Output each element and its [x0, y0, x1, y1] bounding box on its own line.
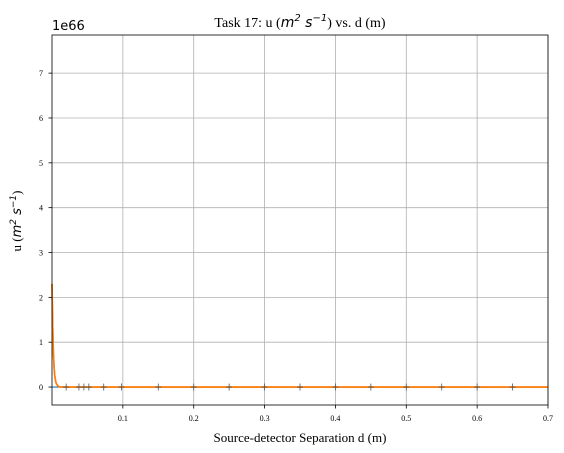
plus-marker: [367, 383, 374, 391]
x-axis-label: Source-detector Separation d (m): [214, 430, 387, 445]
x-tick-label: 0.1: [118, 414, 128, 423]
y-tick-label: 3: [39, 249, 43, 258]
plus-marker: [63, 383, 70, 391]
plot-series: [51, 283, 548, 388]
plus-marker: [261, 383, 268, 391]
plus-marker: [297, 383, 303, 391]
plus-marker: [438, 383, 445, 391]
x-tick-label: 0.7: [543, 414, 553, 423]
y-tick-label: 6: [39, 114, 43, 123]
y-tick-label: 7: [39, 69, 43, 78]
plus-marker: [118, 383, 125, 391]
offset-text: 1e66: [52, 19, 85, 34]
plot-frame: [51, 34, 549, 406]
y-tick-label: 5: [39, 159, 43, 168]
x-tick-label: 0.5: [401, 414, 411, 423]
y-tick-label: 1: [39, 338, 43, 347]
data-markers: [63, 383, 516, 391]
series-line-1: [51, 283, 548, 388]
x-tick-label: 0.4: [330, 414, 340, 423]
x-tick-label: 0.2: [189, 414, 199, 423]
series-line-primary: [51, 283, 548, 388]
plus-marker: [190, 383, 197, 391]
y-tick-label: 0: [39, 383, 43, 392]
plus-marker: [226, 383, 233, 391]
x-tick-label: 0.3: [260, 414, 270, 423]
y-tick-label: 4: [39, 204, 43, 213]
y-axis-label: u (m2 s−1): [9, 190, 25, 251]
chart-title: Task 17: u (m2 s−1) vs. d (m): [214, 13, 385, 31]
plus-marker: [85, 383, 92, 391]
axes: 0.1 0.2 0.3 0.4 0.5 0.6 0.7 0 1 2 3 4 5 6 7: [39, 34, 553, 423]
plus-marker: [509, 383, 516, 391]
x-tick-label: 0.6: [472, 414, 482, 423]
plus-marker: [332, 383, 339, 391]
y-tick-label: 2: [39, 293, 43, 302]
plus-marker: [155, 383, 162, 391]
plus-marker: [100, 383, 107, 391]
plus-marker: [403, 383, 410, 391]
plus-marker: [474, 383, 481, 391]
grid: [52, 35, 549, 405]
